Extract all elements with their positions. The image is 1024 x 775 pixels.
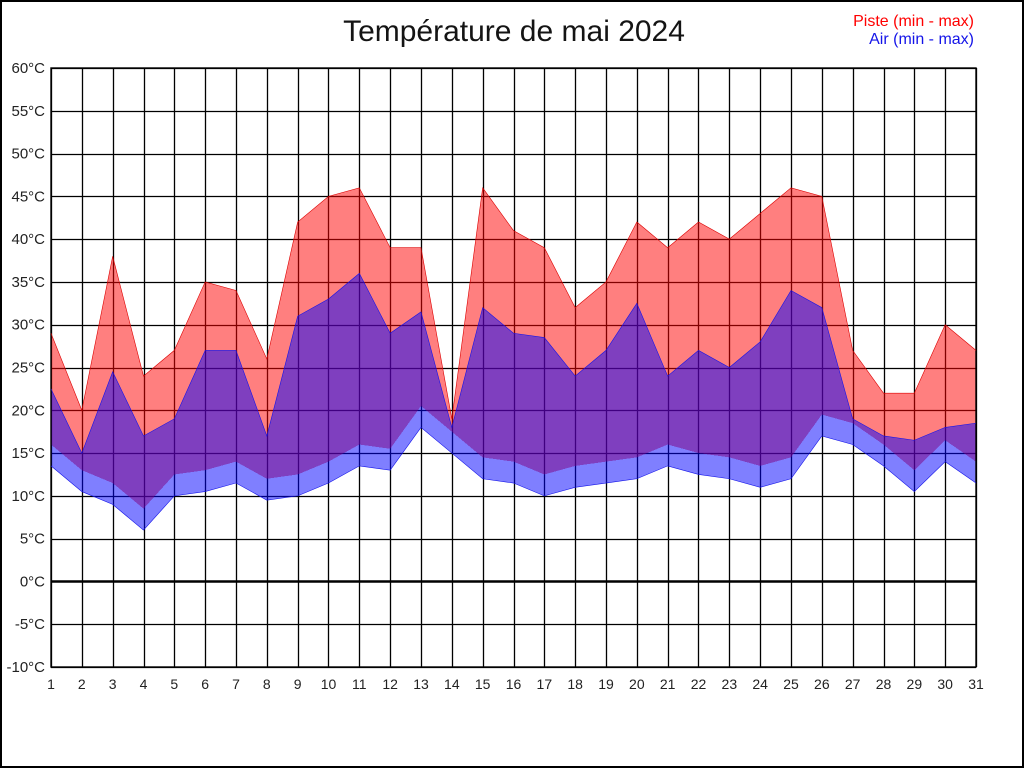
svg-text:3: 3 bbox=[109, 676, 117, 692]
svg-text:15°C: 15°C bbox=[11, 445, 45, 462]
svg-text:12: 12 bbox=[382, 676, 398, 692]
svg-text:16: 16 bbox=[506, 676, 522, 692]
svg-text:13: 13 bbox=[413, 676, 429, 692]
svg-text:19: 19 bbox=[598, 676, 614, 692]
svg-text:10: 10 bbox=[321, 676, 337, 692]
svg-text:5°C: 5°C bbox=[20, 531, 45, 548]
svg-text:11: 11 bbox=[352, 676, 367, 692]
svg-text:18: 18 bbox=[567, 676, 583, 692]
svg-text:22: 22 bbox=[691, 676, 707, 692]
svg-text:20: 20 bbox=[629, 676, 645, 692]
svg-text:35°C: 35°C bbox=[11, 274, 45, 291]
svg-text:10°C: 10°C bbox=[11, 488, 45, 505]
svg-text:-10°C: -10°C bbox=[6, 659, 45, 676]
svg-text:0°C: 0°C bbox=[20, 573, 45, 590]
svg-text:7: 7 bbox=[232, 676, 240, 692]
svg-text:4: 4 bbox=[140, 676, 148, 692]
svg-text:23: 23 bbox=[722, 676, 738, 692]
svg-text:28: 28 bbox=[876, 676, 892, 692]
svg-text:6: 6 bbox=[201, 676, 209, 692]
svg-text:31: 31 bbox=[968, 676, 984, 692]
svg-text:50°C: 50°C bbox=[11, 146, 45, 163]
svg-text:5: 5 bbox=[170, 676, 178, 692]
svg-text:25: 25 bbox=[783, 676, 799, 692]
svg-text:30: 30 bbox=[937, 676, 953, 692]
svg-text:20°C: 20°C bbox=[11, 402, 45, 419]
svg-text:14: 14 bbox=[444, 676, 460, 692]
svg-text:9: 9 bbox=[294, 676, 302, 692]
svg-text:30°C: 30°C bbox=[11, 317, 45, 334]
svg-text:8: 8 bbox=[263, 676, 271, 692]
svg-text:-5°C: -5°C bbox=[15, 616, 45, 633]
svg-text:24: 24 bbox=[752, 676, 768, 692]
svg-text:17: 17 bbox=[537, 676, 553, 692]
svg-text:60°C: 60°C bbox=[11, 60, 45, 77]
svg-text:40°C: 40°C bbox=[11, 231, 45, 248]
svg-text:29: 29 bbox=[907, 676, 923, 692]
svg-text:27: 27 bbox=[845, 676, 861, 692]
svg-text:25°C: 25°C bbox=[11, 360, 45, 377]
svg-text:45°C: 45°C bbox=[11, 188, 45, 205]
svg-text:15: 15 bbox=[475, 676, 491, 692]
svg-text:1: 1 bbox=[47, 676, 55, 692]
svg-text:55°C: 55°C bbox=[11, 103, 45, 120]
svg-text:21: 21 bbox=[660, 676, 676, 692]
svg-text:2: 2 bbox=[78, 676, 86, 692]
svg-text:26: 26 bbox=[814, 676, 830, 692]
